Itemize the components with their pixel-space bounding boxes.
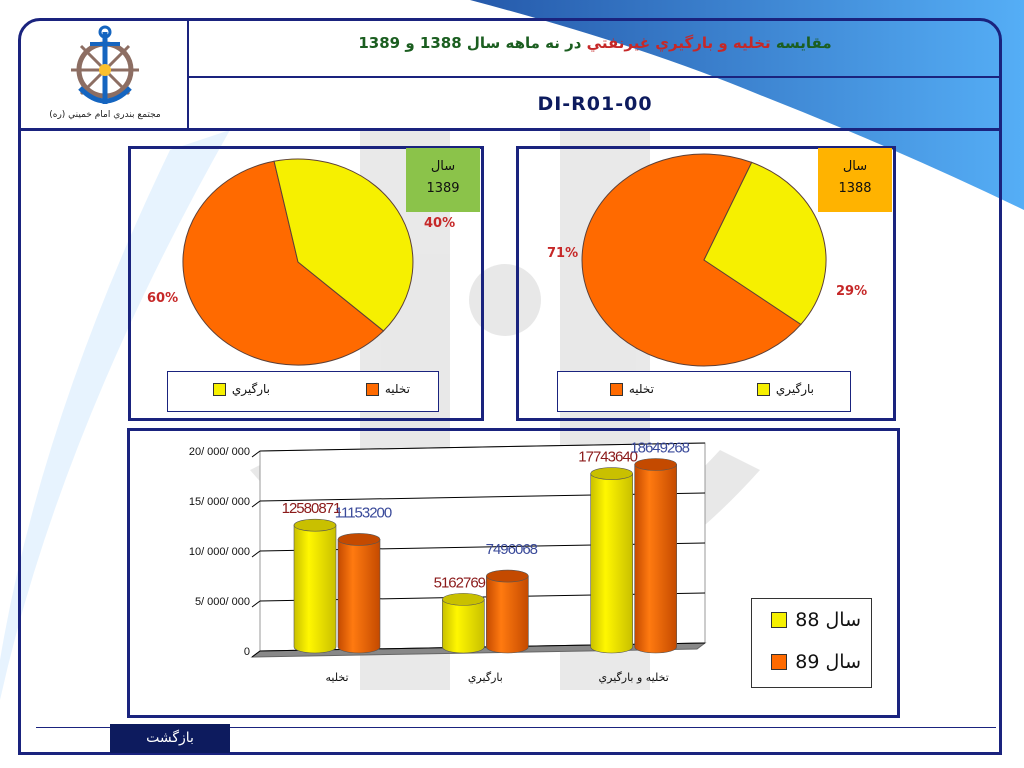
bar-88 (293, 518, 337, 654)
bar-legend-item-89: سال 89 (771, 651, 861, 673)
legend-label-load: بارگيري (775, 382, 814, 396)
x-tick-label: بارگيري (468, 671, 503, 684)
org-name: مجتمع بندري امام خميني (ره) (49, 110, 161, 120)
header-divider-bottom (20, 128, 1000, 131)
pct-label-1389-load: 40% (424, 216, 456, 231)
legend-label-load: بارگيري (231, 382, 270, 396)
footer-line (36, 727, 996, 728)
legend-item-load: بارگيري (212, 382, 270, 396)
slide-frame (18, 18, 1002, 755)
bar-legend-label-88: سال 88 (795, 609, 861, 631)
bar-chart-panel (127, 428, 900, 718)
pct-label-1388-load: 29% (836, 284, 868, 299)
pie-chart-1389 (182, 158, 414, 366)
year-label-1388: سال (842, 159, 868, 174)
value-label-88: 5162769 (434, 574, 486, 591)
pie-legend-1389: تخليه بارگيري (167, 371, 439, 412)
legend-item-load: بارگيري (756, 382, 814, 396)
gridline-left (251, 500, 261, 508)
bar-88 (442, 593, 485, 654)
pie-1388-slice-unload (581, 153, 802, 367)
gridline-left (251, 450, 261, 458)
pie-1388-slice-load (703, 161, 827, 326)
title-part-1: مقايسه (775, 34, 832, 52)
header-divider-vertical (187, 20, 189, 128)
x-tick-label: تخليه (325, 671, 348, 684)
year-box-1389: سال 1389 (406, 148, 480, 212)
pie-legend-1388: تخليه بارگيري (557, 371, 851, 412)
bar-88 (590, 467, 633, 654)
y-tick-label: 0 (244, 646, 250, 658)
legend-swatch-yellow (756, 382, 770, 396)
bar-chart: 0 5/ 000/ 000 10/ 000/ 000 15/ 000/ 000 20/ … (189, 440, 707, 684)
header-divider-mid (187, 76, 1000, 78)
value-label-89: 18649268 (630, 440, 689, 457)
legend-item-unload: تخليه (365, 382, 410, 396)
bar-legend: سال 88 سال 89 (751, 598, 872, 688)
legend-item-unload: تخليه (609, 382, 654, 396)
legend-label-unload: تخليه (628, 382, 654, 396)
pct-label-1389-unload: 60% (147, 291, 179, 306)
pie-chart-1388 (581, 153, 827, 367)
legend-swatch-yellow (212, 382, 226, 396)
bar-legend-swatch-89 (771, 654, 788, 670)
x-tick-label: تخليه و بارگيري (599, 671, 669, 684)
legend-swatch-orange (365, 382, 379, 396)
document-code: DI-R01-00 (537, 93, 653, 115)
bar-legend-item-88: سال 88 (771, 609, 861, 631)
bar-89 (337, 533, 381, 654)
title-part-2: تخليه و بارگيري غيرنفتي (586, 34, 771, 52)
year-value-1389: 1389 (426, 181, 460, 196)
gridline (259, 442, 706, 452)
y-tick-label: 5/ 000/ 000 (195, 596, 250, 608)
bar-legend-label-89: سال 89 (795, 651, 861, 673)
pie-panel-1389 (128, 146, 484, 421)
page-title: مقايسه تخليه و بارگيري غيرنفتي در نه ماه… (190, 34, 1000, 52)
bar-89 (634, 458, 677, 654)
value-label-89: 7496068 (486, 541, 538, 558)
logo (22, 22, 188, 128)
pct-label-1388-unload: 71% (547, 246, 579, 261)
legend-swatch-orange (609, 382, 623, 396)
y-tick-label: 10/ 000/ 000 (189, 546, 250, 558)
anchor-wheel-icon (71, 25, 139, 104)
y-tick-label: 15/ 000/ 000 (189, 496, 250, 508)
legend-label-unload: تخليه (384, 382, 410, 396)
y-tick-label: 20/ 000/ 000 (189, 446, 250, 458)
year-label-1389: سال (430, 159, 456, 174)
back-button[interactable]: بازگشت (110, 724, 230, 753)
year-value-1388: 1388 (838, 181, 872, 196)
title-part-3: در نه ماهه سال 1388 و 1389 (358, 34, 582, 52)
value-label-89: 11153200 (335, 504, 392, 521)
gridline-left (251, 650, 261, 658)
value-label-88: 12580871 (282, 500, 341, 517)
gridline-left (251, 600, 261, 608)
pie-1389-slice-unload (182, 160, 385, 366)
year-box-1388: سال 1388 (818, 148, 892, 212)
pie-panel-1388 (516, 146, 896, 421)
bar-legend-swatch-88 (771, 612, 788, 628)
bar-89 (486, 569, 529, 654)
gridline-left (251, 550, 261, 558)
value-label-88: 17743640 (578, 449, 637, 466)
pie-1389-slice-load (273, 158, 414, 332)
